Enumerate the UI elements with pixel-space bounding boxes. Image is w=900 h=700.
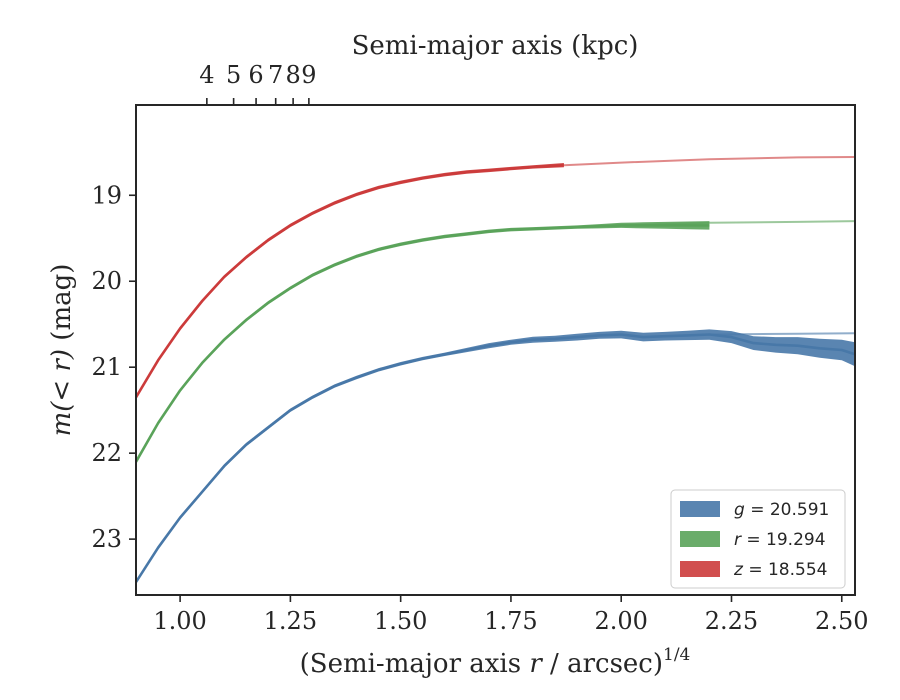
plot-area — [136, 156, 855, 584]
top-axis-title: Semi-major axis (kpc) — [352, 31, 639, 61]
y-tick-label: 23 — [91, 525, 122, 553]
legend-swatch-r — [680, 531, 720, 547]
series-z-line — [136, 163, 564, 398]
series-r-line — [136, 224, 710, 463]
legend-label-z: z = 18.554 — [733, 560, 827, 580]
x-tick-label: 2.25 — [705, 607, 758, 635]
y-tick-label: 22 — [91, 439, 122, 467]
legend-label-g: g = 20.591 — [734, 500, 829, 520]
top-tick-label: 7 — [268, 61, 283, 89]
y-tick-label: 20 — [91, 267, 122, 295]
legend-swatch-g — [680, 501, 720, 517]
legend: g = 20.591 r = 19.294 z = 18.554 — [670, 489, 846, 589]
top-tick-label: 8 — [285, 61, 300, 89]
x-tick-label: 1.75 — [484, 607, 537, 635]
x-tick-label: 1.00 — [153, 607, 206, 635]
plot-frame — [135, 104, 856, 596]
top-tick-label: 6 — [248, 61, 263, 89]
top-tick-label: 5 — [226, 61, 241, 89]
top-tick-label: 9 — [301, 61, 316, 89]
y-tick-label: 21 — [91, 353, 122, 381]
axes: 1.00 1.25 1.50 1.75 2.00 2.25 2.50 19 20 21 22 23 4 5… — [91, 61, 868, 635]
x-tick-label: 1.25 — [264, 607, 317, 635]
y-tick-label: 19 — [91, 181, 122, 209]
series-g-line — [136, 333, 855, 583]
x-axis-title: (Semi-major axis r / arcsec)1/4 — [300, 645, 691, 679]
legend-label-r: r = 19.294 — [734, 530, 826, 550]
x-tick-label: 2.00 — [594, 607, 647, 635]
legend-swatch-z — [680, 561, 720, 577]
y-axis-title: m(< r) (mag) — [47, 264, 77, 437]
top-tick-label: 4 — [199, 61, 214, 89]
x-tick-label: 1.50 — [374, 607, 427, 635]
series-z-extrapolation — [563, 156, 855, 167]
x-tick-label: 2.50 — [815, 607, 868, 635]
